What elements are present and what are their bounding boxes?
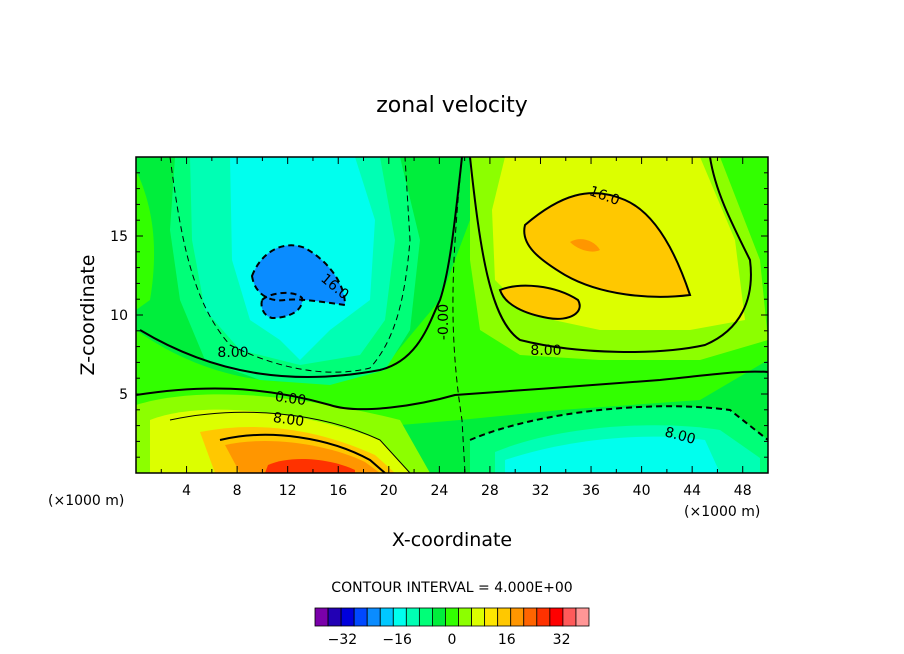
contour-plume-16 (523, 192, 692, 298)
contour-neg-core-2 (260, 292, 304, 320)
colorbar-swatch (575, 607, 590, 627)
colorbar-ticks: −32 −16 0 16 32 (328, 632, 571, 648)
colorbar-swatch (471, 607, 486, 627)
x-tick-label: 36 (582, 483, 600, 499)
contour-mid-dashed (452, 157, 466, 473)
x-tick-label: 28 (481, 483, 499, 499)
contour-label: 0.00 (274, 389, 307, 409)
x-tick-label: 40 (633, 483, 651, 499)
y-axis: 5 10 15 (110, 172, 768, 458)
colorbar-swatch (510, 607, 525, 627)
colorbar-swatch (497, 607, 512, 627)
colorbar-swatch (458, 607, 472, 627)
colorbar-swatch (392, 607, 407, 627)
contour-zero-main (139, 157, 463, 379)
x-axis-label: X-coordinate (392, 529, 512, 551)
left-edge-lobe (136, 170, 155, 310)
colorbar-swatch (366, 607, 381, 627)
neg-region-blue (252, 245, 345, 305)
contour-low-eight (169, 411, 411, 473)
colorbar-swatch (549, 607, 564, 627)
x-unit-left: (×1000 m) (48, 493, 124, 509)
x-tick-label: 24 (430, 483, 448, 499)
colorbar (314, 607, 590, 627)
contour-label: 8.00 (663, 424, 697, 448)
y-tick-label: 10 (110, 308, 128, 324)
colorbar-tick-label: 0 (448, 632, 457, 648)
plume-gold-lower (500, 285, 580, 319)
colorbar-swatch (432, 607, 446, 627)
x-tick-label: 4 (182, 483, 191, 499)
colorbar-swatch (340, 607, 355, 627)
x-tick-label: 32 (532, 483, 550, 499)
colorbar-swatch (484, 607, 499, 627)
colorbar-tick-label: 32 (553, 632, 571, 648)
colorbar-swatch (314, 607, 329, 627)
colorbar-swatch (523, 607, 538, 627)
colorbar-swatch (327, 607, 342, 627)
contour-neg-core (250, 244, 347, 307)
colorbar-swatch (353, 607, 368, 627)
x-tick-label: 48 (734, 483, 752, 499)
plume-orange-core (570, 239, 600, 252)
chart-title: zonal velocity (376, 93, 528, 118)
y-tick-label: 15 (110, 229, 128, 245)
y-axis-label: Z-coordinate (77, 255, 99, 376)
contour-low-sixteen (219, 433, 386, 473)
colorbar-swatch (562, 607, 577, 627)
colorbar-swatch (418, 607, 433, 627)
plume-gold (524, 193, 690, 297)
colorbar-tick-label: 16 (498, 632, 516, 648)
contour-interval-text: CONTOUR INTERVAL = 4.000E+00 (331, 580, 572, 596)
x-unit-right: (×1000 m) (684, 504, 760, 520)
x-tick-label: 16 (329, 483, 347, 499)
colorbar-tick-label: −32 (328, 632, 358, 648)
y-tick-label: 5 (119, 387, 128, 403)
contour-field (136, 157, 768, 473)
contour-zero-lower (136, 370, 768, 411)
x-tick-label: 20 (380, 483, 398, 499)
x-tick-label: 8 (233, 483, 242, 499)
contour-label: -0.00 (436, 304, 452, 340)
contour-plume-outer (469, 157, 752, 353)
colorbar-swatch (379, 607, 394, 627)
contour-label: 8.00 (217, 345, 248, 361)
colorbar-swatch (536, 607, 551, 627)
low-right-cyan (505, 436, 720, 473)
contour-label: 8.00 (530, 343, 561, 359)
colorbar-swatch (445, 607, 459, 627)
x-tick-label: 44 (683, 483, 701, 499)
colorbar-swatch (405, 607, 420, 627)
x-tick-label: 12 (279, 483, 297, 499)
colorbar-tick-label: −16 (382, 632, 412, 648)
contour-label: 8.00 (272, 410, 305, 430)
contour-low-right-dashed (469, 405, 768, 441)
x-axis: 4 8 12 16 20 24 28 32 36 40 44 48 (160, 157, 752, 499)
contour-plume-16b (498, 284, 581, 320)
